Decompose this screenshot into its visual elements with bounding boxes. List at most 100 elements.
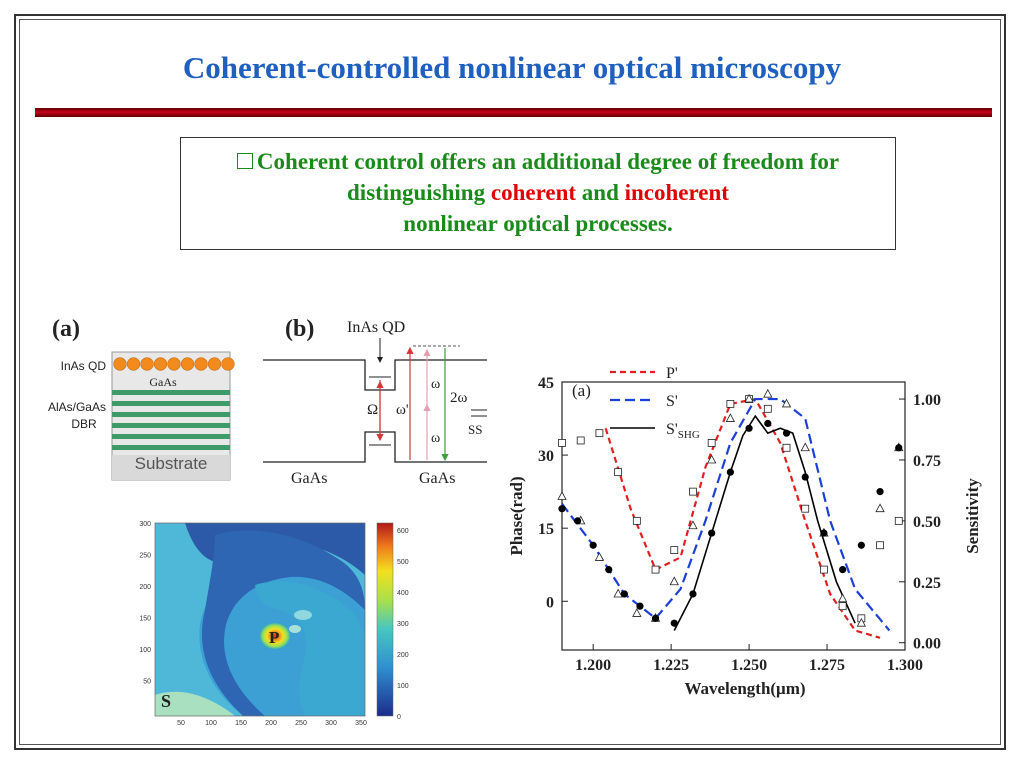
checkbox-bullet-icon bbox=[236, 153, 253, 169]
colorbar-ticks: 600 500 400 300 200 100 0 bbox=[397, 528, 409, 721]
map-x-ticks: 50 100 150 200 250 300 350 bbox=[177, 720, 367, 727]
ss-label: SS bbox=[468, 422, 482, 437]
colorbar-tick-label: 0 bbox=[397, 714, 401, 721]
colorbar-tick-label: 500 bbox=[397, 559, 409, 566]
panel-b-band-diagram: (b) InAs QD Ω ω' ω ω 2ω SS GaAs GaAs bbox=[263, 316, 487, 487]
y-left-tick-label: 0 bbox=[546, 594, 554, 611]
omega-label-1: ω bbox=[431, 377, 440, 392]
phase-sensitivity-chart: 1.200 1.225 1.250 1.275 1.300 0 15 30 45 0.00 0.25… bbox=[507, 365, 982, 698]
circle-marker bbox=[764, 419, 772, 428]
square-marker bbox=[632, 516, 641, 525]
circle-marker bbox=[605, 566, 613, 574]
intensity-map: P S 50 100 150 200 250 300 350 300 250 200 150 100… bbox=[139, 521, 409, 727]
axis-ticks: 1.200 1.225 1.250 1.275 1.300 0 15 30 45 0.00 0.25… bbox=[538, 375, 941, 674]
quantum-dot bbox=[194, 357, 208, 371]
inas-qd-label: InAs QD bbox=[61, 359, 107, 373]
colorbar-tick-label: 200 bbox=[397, 652, 409, 659]
square-marker bbox=[801, 504, 810, 513]
square-marker bbox=[707, 439, 716, 447]
x-tick-label: 1.275 bbox=[809, 657, 845, 674]
legend-label-s: S' bbox=[666, 393, 678, 410]
slide-title: Coherent-controlled nonlinear optical mi… bbox=[182, 50, 842, 85]
triangle-marker bbox=[688, 520, 698, 530]
bullet-coherent: coherent bbox=[490, 180, 577, 205]
triangle-marker bbox=[669, 576, 679, 586]
legend-label-p: P' bbox=[666, 365, 678, 382]
circle-marker bbox=[895, 444, 903, 452]
circle-marker bbox=[820, 529, 828, 537]
omega-prime-label: ω' bbox=[396, 402, 409, 418]
omega-big-label: Ω bbox=[367, 402, 378, 418]
dbr-layer bbox=[112, 434, 230, 439]
circle-marker bbox=[726, 468, 734, 476]
omega-label-2: ω bbox=[431, 431, 440, 446]
x-tick-label: 1.225 bbox=[653, 657, 689, 674]
gaas-right-label: GaAs bbox=[419, 470, 455, 487]
series-line bbox=[604, 397, 881, 639]
chart-panel-label: (a) bbox=[572, 381, 591, 400]
bullet-text-part1: Coherent control offers an additional de… bbox=[256, 149, 840, 205]
chart-legend: P' S' S'SHG bbox=[610, 365, 700, 441]
map-label-p: P bbox=[269, 628, 279, 647]
two-omega-label: 2ω bbox=[450, 390, 468, 406]
circle-marker bbox=[558, 505, 566, 513]
dbr-layer bbox=[112, 412, 230, 417]
square-marker bbox=[595, 429, 604, 438]
x-axis-label: Wavelength(μm) bbox=[684, 679, 805, 698]
map-y-tick-label: 150 bbox=[139, 616, 151, 623]
x-tick-label: 1.300 bbox=[887, 657, 923, 674]
y-right-tick-label: 0.25 bbox=[913, 575, 941, 592]
map-y-ticks: 300 250 200 150 100 50 bbox=[139, 521, 151, 686]
valence-band bbox=[263, 431, 487, 463]
colorbar bbox=[376, 522, 394, 717]
square-marker bbox=[670, 546, 679, 555]
slide-inner-frame bbox=[19, 19, 1001, 745]
circle-marker bbox=[708, 529, 716, 537]
circle-marker bbox=[801, 473, 809, 481]
triangle-marker bbox=[781, 398, 792, 408]
panel-a-label: (a) bbox=[52, 316, 80, 342]
triangle-marker bbox=[875, 503, 885, 513]
square-marker bbox=[576, 436, 585, 445]
y-left-tick-label: 15 bbox=[538, 521, 554, 538]
triangle-marker bbox=[725, 413, 736, 422]
circle-marker bbox=[839, 566, 847, 574]
circle-marker bbox=[651, 614, 660, 622]
conduction-band bbox=[263, 359, 487, 391]
y-right-tick-label: 1.00 bbox=[913, 392, 941, 409]
plot-frame bbox=[561, 381, 906, 651]
dbr-label-line2: DBR bbox=[71, 417, 97, 431]
quantum-dot bbox=[221, 357, 235, 371]
quantum-dot bbox=[167, 357, 181, 371]
square-marker bbox=[763, 404, 772, 413]
colorbar-tick-label: 400 bbox=[397, 590, 409, 597]
map-x-tick-label: 100 bbox=[205, 720, 217, 727]
square-marker bbox=[614, 468, 623, 477]
map-label-s: S bbox=[161, 691, 171, 711]
y-left-tick-label: 45 bbox=[538, 375, 554, 392]
circle-marker bbox=[689, 590, 697, 598]
triangle-marker bbox=[744, 393, 754, 403]
quantum-dot bbox=[140, 357, 154, 371]
substrate-layer bbox=[112, 455, 230, 480]
triangle-marker bbox=[763, 388, 773, 398]
panel-b-label: (b) bbox=[285, 316, 314, 342]
y-axis-right-label: Sensitivity bbox=[963, 478, 982, 554]
square-marker bbox=[876, 541, 884, 550]
y-axis-left-label: Phase(rad) bbox=[507, 476, 526, 555]
square-marker bbox=[558, 439, 566, 447]
bullet-callout: Coherent control offers an additional de… bbox=[180, 137, 896, 250]
slide-outer-frame bbox=[14, 14, 1006, 750]
dbr-layer bbox=[112, 445, 230, 450]
square-marker bbox=[651, 565, 660, 574]
triangle-marker bbox=[837, 593, 848, 603]
gaas-left-label: GaAs bbox=[291, 470, 327, 487]
quantum-dot bbox=[153, 357, 168, 371]
panel-b-qd-label: InAs QD bbox=[347, 319, 405, 336]
triangle-marker bbox=[557, 491, 567, 500]
circle-marker bbox=[670, 619, 678, 627]
map-y-tick-label: 50 bbox=[143, 679, 151, 686]
map-x-tick-label: 200 bbox=[265, 720, 277, 727]
legend-label-shg-main: S' bbox=[666, 421, 678, 438]
dbr-layers bbox=[112, 390, 230, 480]
